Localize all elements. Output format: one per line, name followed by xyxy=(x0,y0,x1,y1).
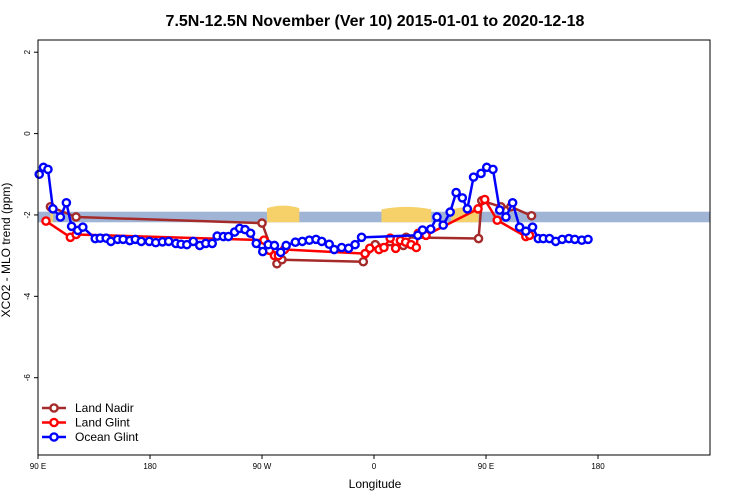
data-point xyxy=(358,256,369,267)
data-point xyxy=(281,240,291,251)
data-point xyxy=(432,212,442,222)
series-layer xyxy=(34,162,593,269)
legend-item: Land Nadir xyxy=(42,401,134,415)
data-point xyxy=(269,240,280,251)
data-point xyxy=(245,228,256,239)
data-point xyxy=(251,238,262,249)
data-point xyxy=(527,222,538,232)
data-point xyxy=(78,222,88,232)
legend-label: Ocean Glint xyxy=(75,430,139,444)
data-point xyxy=(257,246,268,257)
data-point xyxy=(473,204,483,214)
data-point xyxy=(223,231,234,242)
x-tick-label: 90 E xyxy=(30,462,46,471)
data-point xyxy=(55,212,66,222)
legend-marker xyxy=(49,432,59,442)
land-region-1 xyxy=(266,205,300,223)
data-point xyxy=(451,187,461,198)
data-point xyxy=(41,216,51,226)
data-point xyxy=(457,193,468,203)
data-point xyxy=(411,242,422,253)
data-point xyxy=(34,169,45,180)
data-point xyxy=(390,243,401,254)
data-point xyxy=(48,204,58,214)
data-point xyxy=(514,222,525,232)
data-point xyxy=(494,205,505,215)
legend-marker xyxy=(49,417,59,428)
x-tick-label: 90 W xyxy=(253,462,272,471)
data-point xyxy=(445,207,455,217)
data-point xyxy=(43,164,53,175)
data-point xyxy=(501,212,511,222)
y-tick-label: -6 xyxy=(23,374,32,382)
data-point xyxy=(438,220,448,230)
x-tick-label: 180 xyxy=(143,462,157,471)
data-point xyxy=(476,168,486,179)
y-axis: 2 0 -2 -4 -6 xyxy=(23,49,38,381)
data-point xyxy=(207,238,218,249)
y-tick-label: 0 xyxy=(23,131,32,136)
data-point xyxy=(188,236,199,247)
y-tick-label: 2 xyxy=(23,49,32,54)
data-point xyxy=(71,212,81,222)
data-point xyxy=(61,197,72,208)
x-axis-label: Longitude xyxy=(349,477,402,491)
data-point xyxy=(521,226,531,237)
data-point xyxy=(136,236,147,247)
land-region-2 xyxy=(381,206,432,223)
data-point xyxy=(379,242,389,253)
data-point xyxy=(526,210,537,221)
data-point xyxy=(479,194,490,205)
legend-item: Land Glint xyxy=(42,416,130,430)
data-point xyxy=(492,215,503,226)
data-point xyxy=(462,204,473,214)
data-point xyxy=(275,247,286,258)
data-point xyxy=(364,243,375,254)
data-point xyxy=(473,233,484,244)
x-axis: 90 E 180 90 W 0 90 E 180 xyxy=(30,455,605,471)
x-tick-label: 90 E xyxy=(478,462,494,471)
y-tick-label: -2 xyxy=(23,211,32,219)
y-tick-label: -4 xyxy=(23,292,32,300)
data-point xyxy=(507,197,518,208)
data-point xyxy=(583,234,593,245)
data-point xyxy=(356,232,367,243)
reference-band xyxy=(38,211,710,223)
legend-label: Land Nadir xyxy=(75,401,134,415)
data-point xyxy=(488,164,498,175)
legend-label: Land Glint xyxy=(75,416,130,430)
x-tick-label: 0 xyxy=(372,462,377,471)
data-point xyxy=(468,172,479,182)
legend-marker xyxy=(49,403,59,413)
chart-title: 7.5N-12.5N November (Ver 10) 2015-01-01 … xyxy=(166,13,585,30)
data-point xyxy=(316,236,327,247)
data-point xyxy=(66,221,77,232)
data-point xyxy=(425,224,436,234)
data-point xyxy=(257,218,267,228)
data-point xyxy=(329,244,339,255)
data-point xyxy=(350,239,360,250)
data-point xyxy=(417,225,428,235)
y-axis-label: XCO2 - MLO trend (ppm) xyxy=(0,183,13,318)
series-ocean-glint xyxy=(34,162,593,258)
x-tick-label: 180 xyxy=(591,462,605,471)
legend-item: Ocean Glint xyxy=(42,430,139,444)
